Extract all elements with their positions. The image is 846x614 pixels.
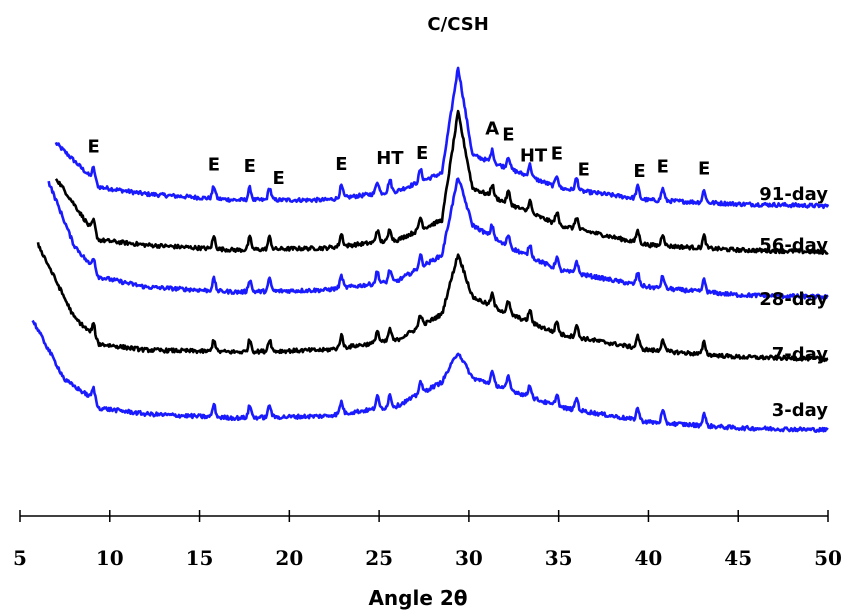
peak-label: HT: [376, 148, 404, 169]
peak-label: E: [335, 154, 347, 175]
x-tick-label: 35: [545, 546, 573, 570]
peak-label: E: [698, 159, 710, 180]
series-line-3-day: [31, 319, 829, 433]
series-label-28-day: 28-day: [759, 289, 828, 310]
x-tick-label: 25: [365, 546, 393, 570]
peak-label: E: [208, 155, 220, 176]
x-tick-label: 20: [275, 546, 303, 570]
peak-label: HT: [520, 146, 548, 167]
series-line-28-day: [47, 177, 829, 300]
series-line-7-day: [36, 242, 829, 363]
series-label-91-day: 91-day: [759, 184, 828, 205]
series-layer: [31, 66, 830, 433]
peak-label: A: [485, 118, 499, 139]
x-tick-label: 45: [724, 546, 752, 570]
peak-label: E: [416, 143, 428, 164]
peak-label: E: [502, 124, 514, 145]
peak-label: E: [657, 157, 669, 178]
series-label-layer: 91-day 56-day 28-day 7-day 3-day: [759, 184, 828, 421]
series-line-56-day: [54, 109, 829, 255]
x-tick-label: 30: [455, 546, 483, 570]
x-axis-title: Angle 2θ: [368, 586, 467, 610]
x-tick-label: 15: [186, 546, 214, 570]
series-line-91-day: [54, 66, 830, 210]
x-tick-label: 5: [13, 546, 27, 570]
series-label-7-day: 7-day: [772, 344, 828, 365]
peak-label: E: [578, 159, 590, 180]
peak-label: E: [633, 161, 645, 182]
x-axis: 5 10 15 20 25 30 35 40 45 50: [13, 510, 842, 570]
peak-label: C/CSH: [427, 14, 488, 35]
series-label-3-day: 3-day: [772, 400, 828, 421]
peak-label: E: [272, 168, 284, 189]
peak-label: E: [87, 136, 99, 157]
peak-label: E: [551, 143, 563, 164]
x-tick-label: 10: [96, 546, 124, 570]
x-tick-label: 40: [635, 546, 663, 570]
x-tick-label: 50: [814, 546, 842, 570]
peak-label: E: [244, 156, 256, 177]
series-label-56-day: 56-day: [759, 235, 828, 256]
